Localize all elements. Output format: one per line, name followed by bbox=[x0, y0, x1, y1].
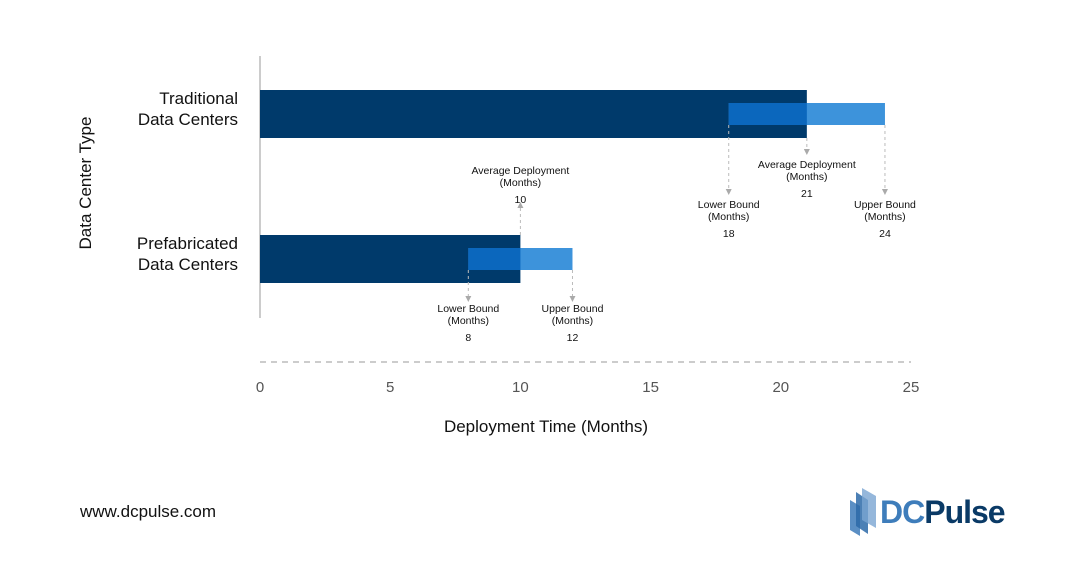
lower-bound-label: Lower Bound bbox=[437, 303, 499, 315]
x-tick-label: 0 bbox=[256, 379, 264, 396]
lower-bound-label: Lower Bound bbox=[698, 199, 760, 211]
average-deployment-label: (Months) bbox=[786, 171, 827, 183]
upper-bound-value: 12 bbox=[567, 332, 579, 344]
upper-bound-label: Upper Bound bbox=[542, 303, 604, 315]
x-tick-label: 15 bbox=[642, 379, 659, 396]
category-label: Traditional bbox=[159, 89, 238, 108]
x-tick-label: 10 bbox=[512, 379, 529, 396]
lower-bound-value: 18 bbox=[723, 228, 735, 240]
lower-bound-value: 8 bbox=[465, 332, 471, 344]
average-deployment-value: 21 bbox=[801, 188, 813, 200]
bar-range-overlap bbox=[728, 103, 807, 125]
x-axis-label: Deployment Time (Months) bbox=[444, 417, 648, 436]
category-label: Prefabricated bbox=[137, 234, 238, 253]
logo-mark-icon bbox=[850, 488, 876, 536]
logo-dc: DC bbox=[880, 493, 925, 530]
x-tick-label: 25 bbox=[903, 379, 920, 396]
y-axis-label: Data Center Type bbox=[76, 117, 95, 250]
bar-average-deployment bbox=[260, 90, 807, 138]
average-deployment-label: (Months) bbox=[500, 177, 541, 189]
upper-bound-label: (Months) bbox=[864, 211, 905, 223]
category-label: Data Centers bbox=[138, 255, 238, 274]
upper-bound-value: 24 bbox=[879, 228, 891, 240]
category-label: Data Centers bbox=[138, 110, 238, 129]
upper-bound-label: (Months) bbox=[552, 315, 593, 327]
website-url[interactable]: www.dcpulse.com bbox=[80, 502, 217, 521]
upper-bound-label: Upper Bound bbox=[854, 199, 916, 211]
x-tick-label: 20 bbox=[772, 379, 789, 396]
lower-bound-label: (Months) bbox=[708, 211, 749, 223]
average-deployment-label: Average Deployment bbox=[758, 159, 856, 171]
average-deployment-label: Average Deployment bbox=[471, 165, 569, 177]
dcpulse-logo: DC Pulse bbox=[850, 488, 1006, 536]
bar-range-overlap bbox=[468, 248, 521, 270]
logo-pulse: Pulse bbox=[924, 493, 1005, 530]
x-tick-label: 5 bbox=[386, 379, 394, 396]
average-deployment-value: 10 bbox=[515, 194, 527, 206]
lower-bound-label: (Months) bbox=[448, 315, 489, 327]
